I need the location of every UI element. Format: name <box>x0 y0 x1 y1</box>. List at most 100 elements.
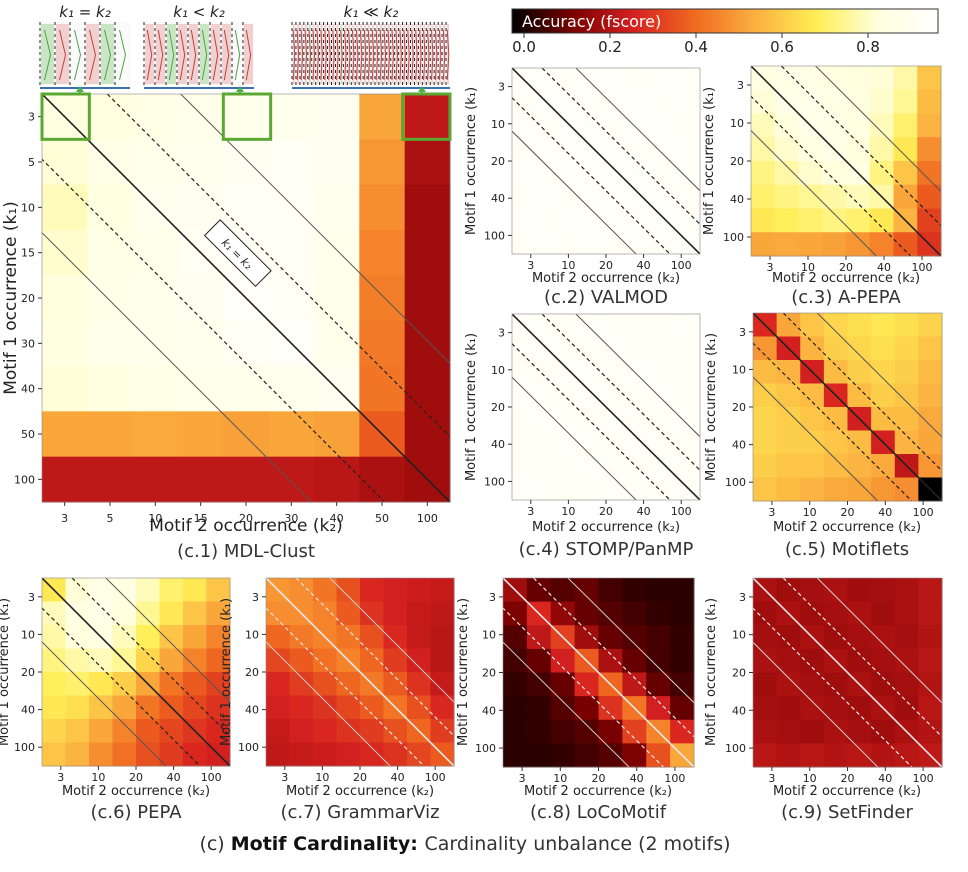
heatmap-cell <box>800 578 825 603</box>
heatmap-cell <box>823 601 849 626</box>
x-tick-label: 100 <box>912 261 933 274</box>
heatmap-cell <box>869 66 894 91</box>
heatmap-cell <box>622 601 647 626</box>
heatmap-cell <box>598 601 623 626</box>
y-tick-label: 20 <box>21 292 35 305</box>
strip-segment <box>328 24 331 84</box>
strip-trace <box>375 29 379 81</box>
y-tick-label: 20 <box>491 155 505 168</box>
heatmap-cell <box>582 184 607 208</box>
heatmap-cell <box>360 625 384 649</box>
heatmap-cell <box>550 696 576 721</box>
strip-segment <box>372 24 374 84</box>
heatmap-cell <box>847 313 872 337</box>
y-tick-label: 3 <box>28 111 35 124</box>
heatmap-cell <box>776 407 801 431</box>
heatmap-cell <box>559 68 583 92</box>
heatmap-cell <box>622 743 647 768</box>
strip-segment <box>296 24 299 84</box>
heatmap-cell <box>653 161 677 185</box>
heatmap-cell <box>65 719 90 743</box>
heatmap-cell <box>159 742 184 767</box>
heatmap-cell <box>606 314 630 338</box>
heatmap-cell <box>606 430 630 454</box>
heatmap-cell <box>629 68 654 92</box>
diagonal-line <box>753 607 913 767</box>
heatmap-cell <box>136 625 160 649</box>
heatmap-cell <box>407 578 431 602</box>
y-tick-label: 10 <box>732 629 746 642</box>
heatmap-cell <box>676 91 701 115</box>
heatmap-cell <box>823 743 849 768</box>
heatmap-cell <box>574 578 600 603</box>
heatmap-cell <box>136 601 160 626</box>
heatmap-cell <box>407 672 431 696</box>
heatmap-cell <box>629 314 654 338</box>
heatmap-cell <box>512 114 536 139</box>
diagonal-line <box>782 313 942 472</box>
heatmap-cell <box>42 719 66 743</box>
y-tick-label: 100 <box>725 476 746 489</box>
heatmap-cell <box>918 601 943 626</box>
heatmap-cell <box>65 578 90 602</box>
heatmap-cell <box>360 719 384 743</box>
heatmap-cell <box>582 476 607 501</box>
heatmap-cell <box>512 230 536 255</box>
x-tick-label: 100 <box>913 772 934 785</box>
heatmap-cell <box>336 601 361 626</box>
heatmap-cell <box>823 578 849 603</box>
heatmap-cell <box>359 456 406 503</box>
heatmap-cell <box>266 695 290 720</box>
heatmap-cell <box>183 695 207 720</box>
heatmap-cell <box>871 578 896 603</box>
heatmap-cell <box>266 742 290 767</box>
strip-trace <box>324 29 327 81</box>
strip-trace <box>379 29 383 81</box>
diagonal-line <box>266 607 425 766</box>
heatmap-cell <box>42 695 66 720</box>
heatmap-cell <box>289 719 314 743</box>
heatmap-cell <box>918 430 943 455</box>
strip-segment <box>427 24 430 84</box>
heatmap-cell <box>89 719 113 743</box>
heatmap-cell <box>917 66 942 91</box>
heatmap-cell <box>89 601 113 626</box>
heatmap-cell <box>132 411 179 458</box>
heatmap-cell <box>606 68 630 92</box>
colorbar-tick-label: 0.0 <box>512 38 536 56</box>
heatmap-cell <box>670 578 695 603</box>
y-tick-label: 100 <box>484 475 505 488</box>
y-axis-label: Motif 1 occurrence (k₁) <box>464 87 479 235</box>
strip-trace <box>328 29 331 81</box>
heatmap-cell <box>42 625 66 649</box>
heatmap-panels: 3 5 10 15 20 30 40 50 10035101520304050100Motif … <box>0 65 943 823</box>
heatmap-cell <box>871 477 896 502</box>
heatmap-cell <box>776 648 801 674</box>
heatmap-cell <box>289 695 314 720</box>
heatmap-cell <box>847 360 872 384</box>
heatmap-cell <box>132 320 179 367</box>
strip-trace <box>383 29 387 81</box>
colorbar-tick-label: 0.4 <box>684 38 708 56</box>
heatmap-cell <box>894 477 919 502</box>
y-axis-label: Motif 1 occurrence (k₁) <box>456 598 471 746</box>
x-tick-label: 20 <box>239 512 253 525</box>
heatmap-cell <box>89 578 113 602</box>
strip-label: k₁ ≪ k₂ <box>344 3 399 21</box>
heatmap-cell <box>846 232 871 257</box>
strip-trace <box>430 29 434 81</box>
strip-trace <box>157 29 164 81</box>
heatmap-cell <box>582 114 607 139</box>
heatmap-cell <box>582 430 607 454</box>
heatmap-cell <box>893 232 918 257</box>
heatmap-cell <box>894 313 919 337</box>
heatmap-cell <box>800 383 825 408</box>
diagonal-line <box>42 578 230 766</box>
heatmap-cell <box>159 648 184 673</box>
heatmap-cell <box>503 672 528 697</box>
x-tick-label: 40 <box>878 772 892 785</box>
diagonal-label-box <box>203 219 272 288</box>
heatmap-cell <box>753 625 778 650</box>
heatmap-cell <box>559 430 583 454</box>
